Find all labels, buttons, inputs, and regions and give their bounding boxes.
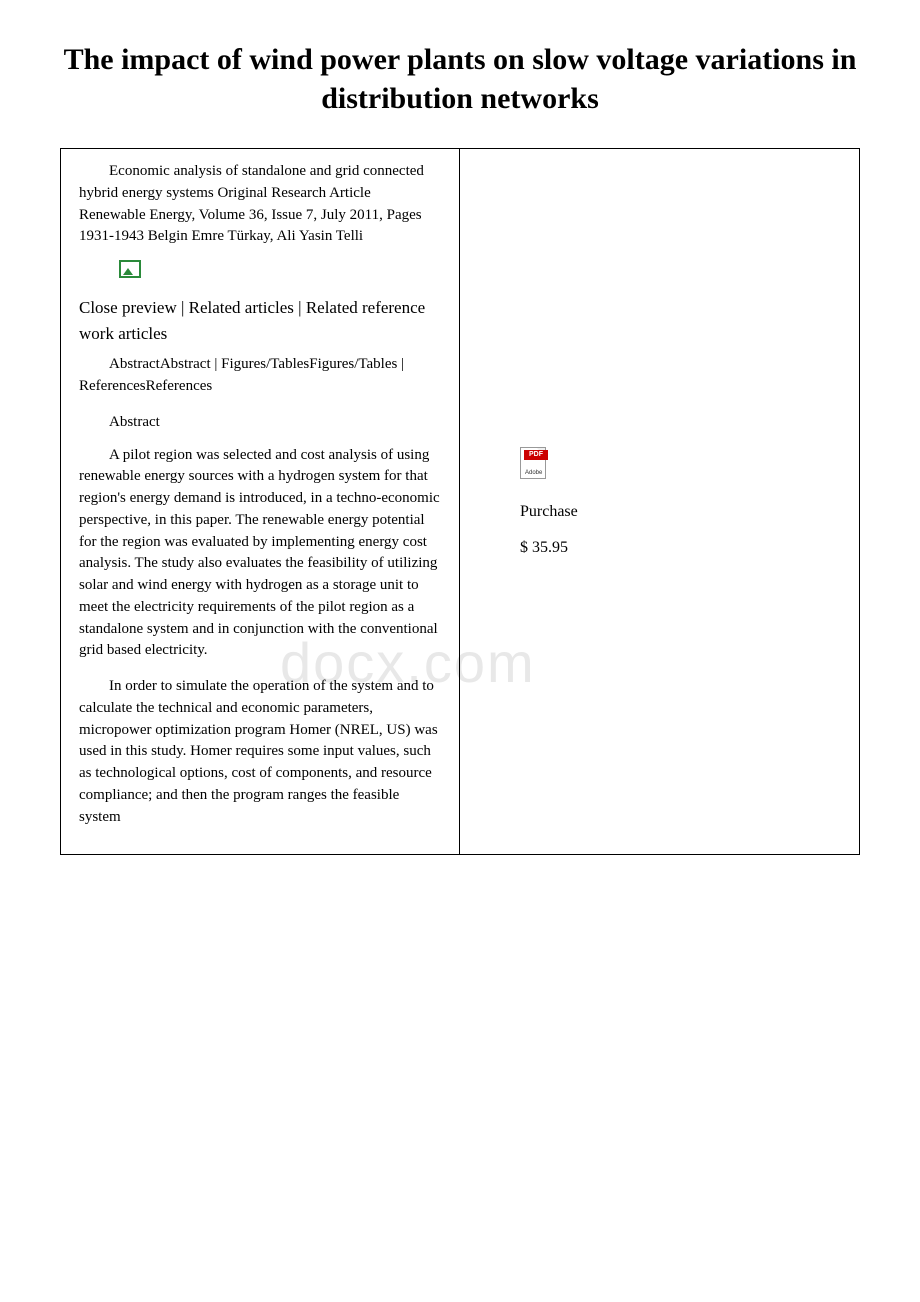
tabs-line: AbstractAbstract | Figures/TablesFigures… (79, 354, 441, 398)
pdf-badge-label: PDF (524, 450, 548, 460)
page-title: The impact of wind power plants on slow … (60, 40, 860, 118)
right-column: PDF Adobe Purchase $ 35.95 (460, 149, 859, 854)
content-table: Economic analysis of standalone and grid… (60, 148, 860, 855)
purchase-label[interactable]: Purchase (520, 503, 578, 521)
preview-icon-wrap (79, 260, 441, 283)
close-preview-link[interactable]: Close preview (79, 298, 177, 317)
pdf-icon[interactable]: PDF Adobe (520, 447, 550, 483)
price-label: $ 35.95 (520, 539, 568, 557)
separator: | (177, 298, 189, 317)
abstract-paragraph-2: In order to simulate the operation of th… (79, 676, 441, 828)
abstract-paragraph-1: A pilot region was selected and cost ana… (79, 445, 441, 663)
image-placeholder-icon (119, 260, 141, 278)
pdf-page-icon: PDF Adobe (520, 447, 546, 479)
adobe-label: Adobe (525, 470, 542, 476)
related-articles-link[interactable]: Related articles (189, 298, 294, 317)
preview-links-line: Close preview | Related articles | Relat… (79, 295, 441, 346)
left-column: Economic analysis of standalone and grid… (61, 149, 460, 854)
citation-text: Economic analysis of standalone and grid… (79, 161, 441, 248)
separator: | (294, 298, 306, 317)
abstract-heading: Abstract (79, 414, 441, 431)
